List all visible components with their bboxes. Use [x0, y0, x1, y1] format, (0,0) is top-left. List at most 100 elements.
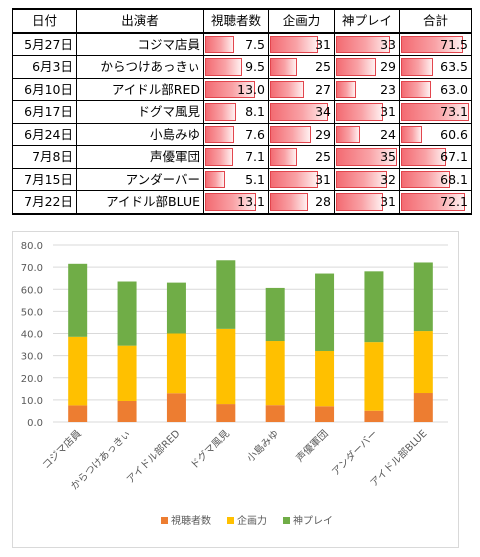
name-cell: アンダーバー: [76, 167, 204, 191]
date-cell: 6月24日: [12, 122, 77, 146]
name-cell: アイドル部RED: [76, 77, 204, 101]
legend-label: 企画力: [237, 514, 267, 527]
bar-segment: [166, 393, 186, 422]
date-cell: 5月27日: [12, 32, 77, 56]
play-cell: 32: [334, 167, 400, 191]
data-bar: [401, 103, 469, 121]
planning-cell: 29: [268, 122, 335, 146]
data-bar: [205, 58, 242, 76]
total-cell: 67.1: [399, 145, 472, 169]
data-bar: [401, 35, 463, 53]
cell-value: 27: [315, 81, 331, 97]
total-cell: 60.6: [399, 122, 472, 146]
date-cell: 7月22日: [12, 190, 77, 215]
data-bar: [270, 148, 298, 166]
name-cell: アイドル部BLUE: [76, 190, 204, 215]
cell-value: 31: [315, 171, 331, 187]
header-planning: 企画力: [268, 8, 335, 34]
x-tick-label: 小島みゆ: [244, 427, 281, 464]
header-date: 日付: [12, 8, 77, 34]
data-bar: [270, 125, 312, 143]
cell-value: 13.1: [237, 194, 265, 209]
y-tick-label: 10.0: [21, 396, 43, 407]
cell-value: 23: [380, 81, 396, 97]
cell-value: 60.6: [440, 126, 468, 142]
legend-label: 視聴者数: [171, 514, 211, 527]
cell-value: 7.6: [245, 126, 265, 142]
cell-value: 31: [380, 104, 396, 119]
table-row: 7月15日 アンダーバー 5.1 31 32 68.1: [12, 167, 472, 191]
chart-svg: 0.0 10.0 20.0 30.0 40.0 50.0 60.0 70.0 80.0 コジマ店員…: [21, 241, 448, 527]
y-tick-label: 0.0: [27, 418, 43, 429]
cell-value: 68.1: [440, 171, 468, 187]
cell-value: 5.1: [245, 171, 265, 187]
play-cell: 33: [334, 32, 400, 56]
bar-segment: [166, 282, 186, 334]
cell-value: 7.5: [245, 36, 265, 52]
cell-value: 29: [315, 126, 331, 142]
legend-swatch: [161, 517, 168, 524]
x-tick-label: コジマ店員: [39, 427, 84, 472]
date-cell: 6月3日: [12, 55, 77, 79]
cell-value: 28: [315, 194, 331, 209]
cell-value: 31: [380, 194, 396, 209]
cell-value: 35: [380, 149, 396, 164]
data-bar: [270, 193, 308, 211]
cell-value: 71.5: [440, 36, 468, 52]
data-bar: [401, 148, 447, 166]
data-bar: [205, 193, 256, 211]
total-cell: 73.1: [399, 100, 472, 124]
viewers-cell: 7.6: [203, 122, 269, 146]
viewers-cell: 8.1: [203, 100, 269, 124]
cell-value: 32: [380, 171, 396, 187]
date-cell: 7月15日: [12, 167, 77, 191]
table-row: 5月27日 コジマ店員 7.5 31 33 71.5: [12, 32, 472, 56]
cell-value: 8.1: [245, 104, 265, 119]
total-cell: 63.5: [399, 55, 472, 79]
table-row: 6月24日 小島みゆ 7.6 29 24 60.6: [12, 122, 472, 146]
bar-segment: [216, 404, 236, 422]
data-bar: [205, 35, 235, 53]
x-tick-label: ドグマ風見: [187, 427, 232, 472]
cell-value: 72.1: [440, 194, 468, 209]
y-tick-label: 80.0: [21, 241, 43, 252]
date-cell: 6月10日: [12, 77, 77, 101]
bar-segment: [315, 350, 335, 407]
data-bar: [205, 103, 237, 121]
data-bar: [401, 80, 431, 98]
x-tick-label: 声優軍団: [293, 427, 330, 464]
legend-swatch: [227, 517, 234, 524]
viewers-cell: 13.1: [203, 190, 269, 215]
data-bar: [401, 125, 422, 143]
bar-segment: [68, 336, 88, 406]
planning-cell: 31: [268, 32, 335, 56]
table-row: 6月10日 アイドル部RED 13.0 27 23 63.0: [12, 77, 472, 101]
viewers-cell: 5.1: [203, 167, 269, 191]
cell-value: 63.5: [440, 59, 468, 74]
y-tick-label: 20.0: [21, 374, 43, 385]
data-bar: [336, 103, 384, 121]
bar-segment: [68, 405, 88, 422]
data-bar: [205, 148, 233, 166]
bar-segment: [413, 262, 433, 332]
data-bar: [401, 58, 433, 76]
bar-segment: [315, 406, 335, 422]
header-viewers: 視聴者数: [203, 8, 269, 34]
bar-segment: [413, 331, 433, 394]
name-cell: からつけあっきぃ: [76, 55, 204, 79]
viewers-cell: 9.5: [203, 55, 269, 79]
planning-cell: 27: [268, 77, 335, 101]
planning-cell: 34: [268, 100, 335, 124]
cell-value: 33: [380, 36, 396, 52]
bar-segment: [364, 410, 384, 422]
y-tick-label: 70.0: [21, 263, 43, 274]
play-cell: 29: [334, 55, 400, 79]
y-tick-label: 50.0: [21, 307, 43, 318]
bar-segment: [216, 328, 236, 405]
name-cell: 声優軍団: [76, 145, 204, 169]
data-bar: [336, 170, 387, 188]
cell-value: 67.1: [440, 149, 468, 164]
planning-cell: 25: [268, 55, 335, 79]
bar-segment: [364, 342, 384, 411]
table-row: 7月8日 声優軍団 7.1 25 35 67.1: [12, 145, 472, 169]
